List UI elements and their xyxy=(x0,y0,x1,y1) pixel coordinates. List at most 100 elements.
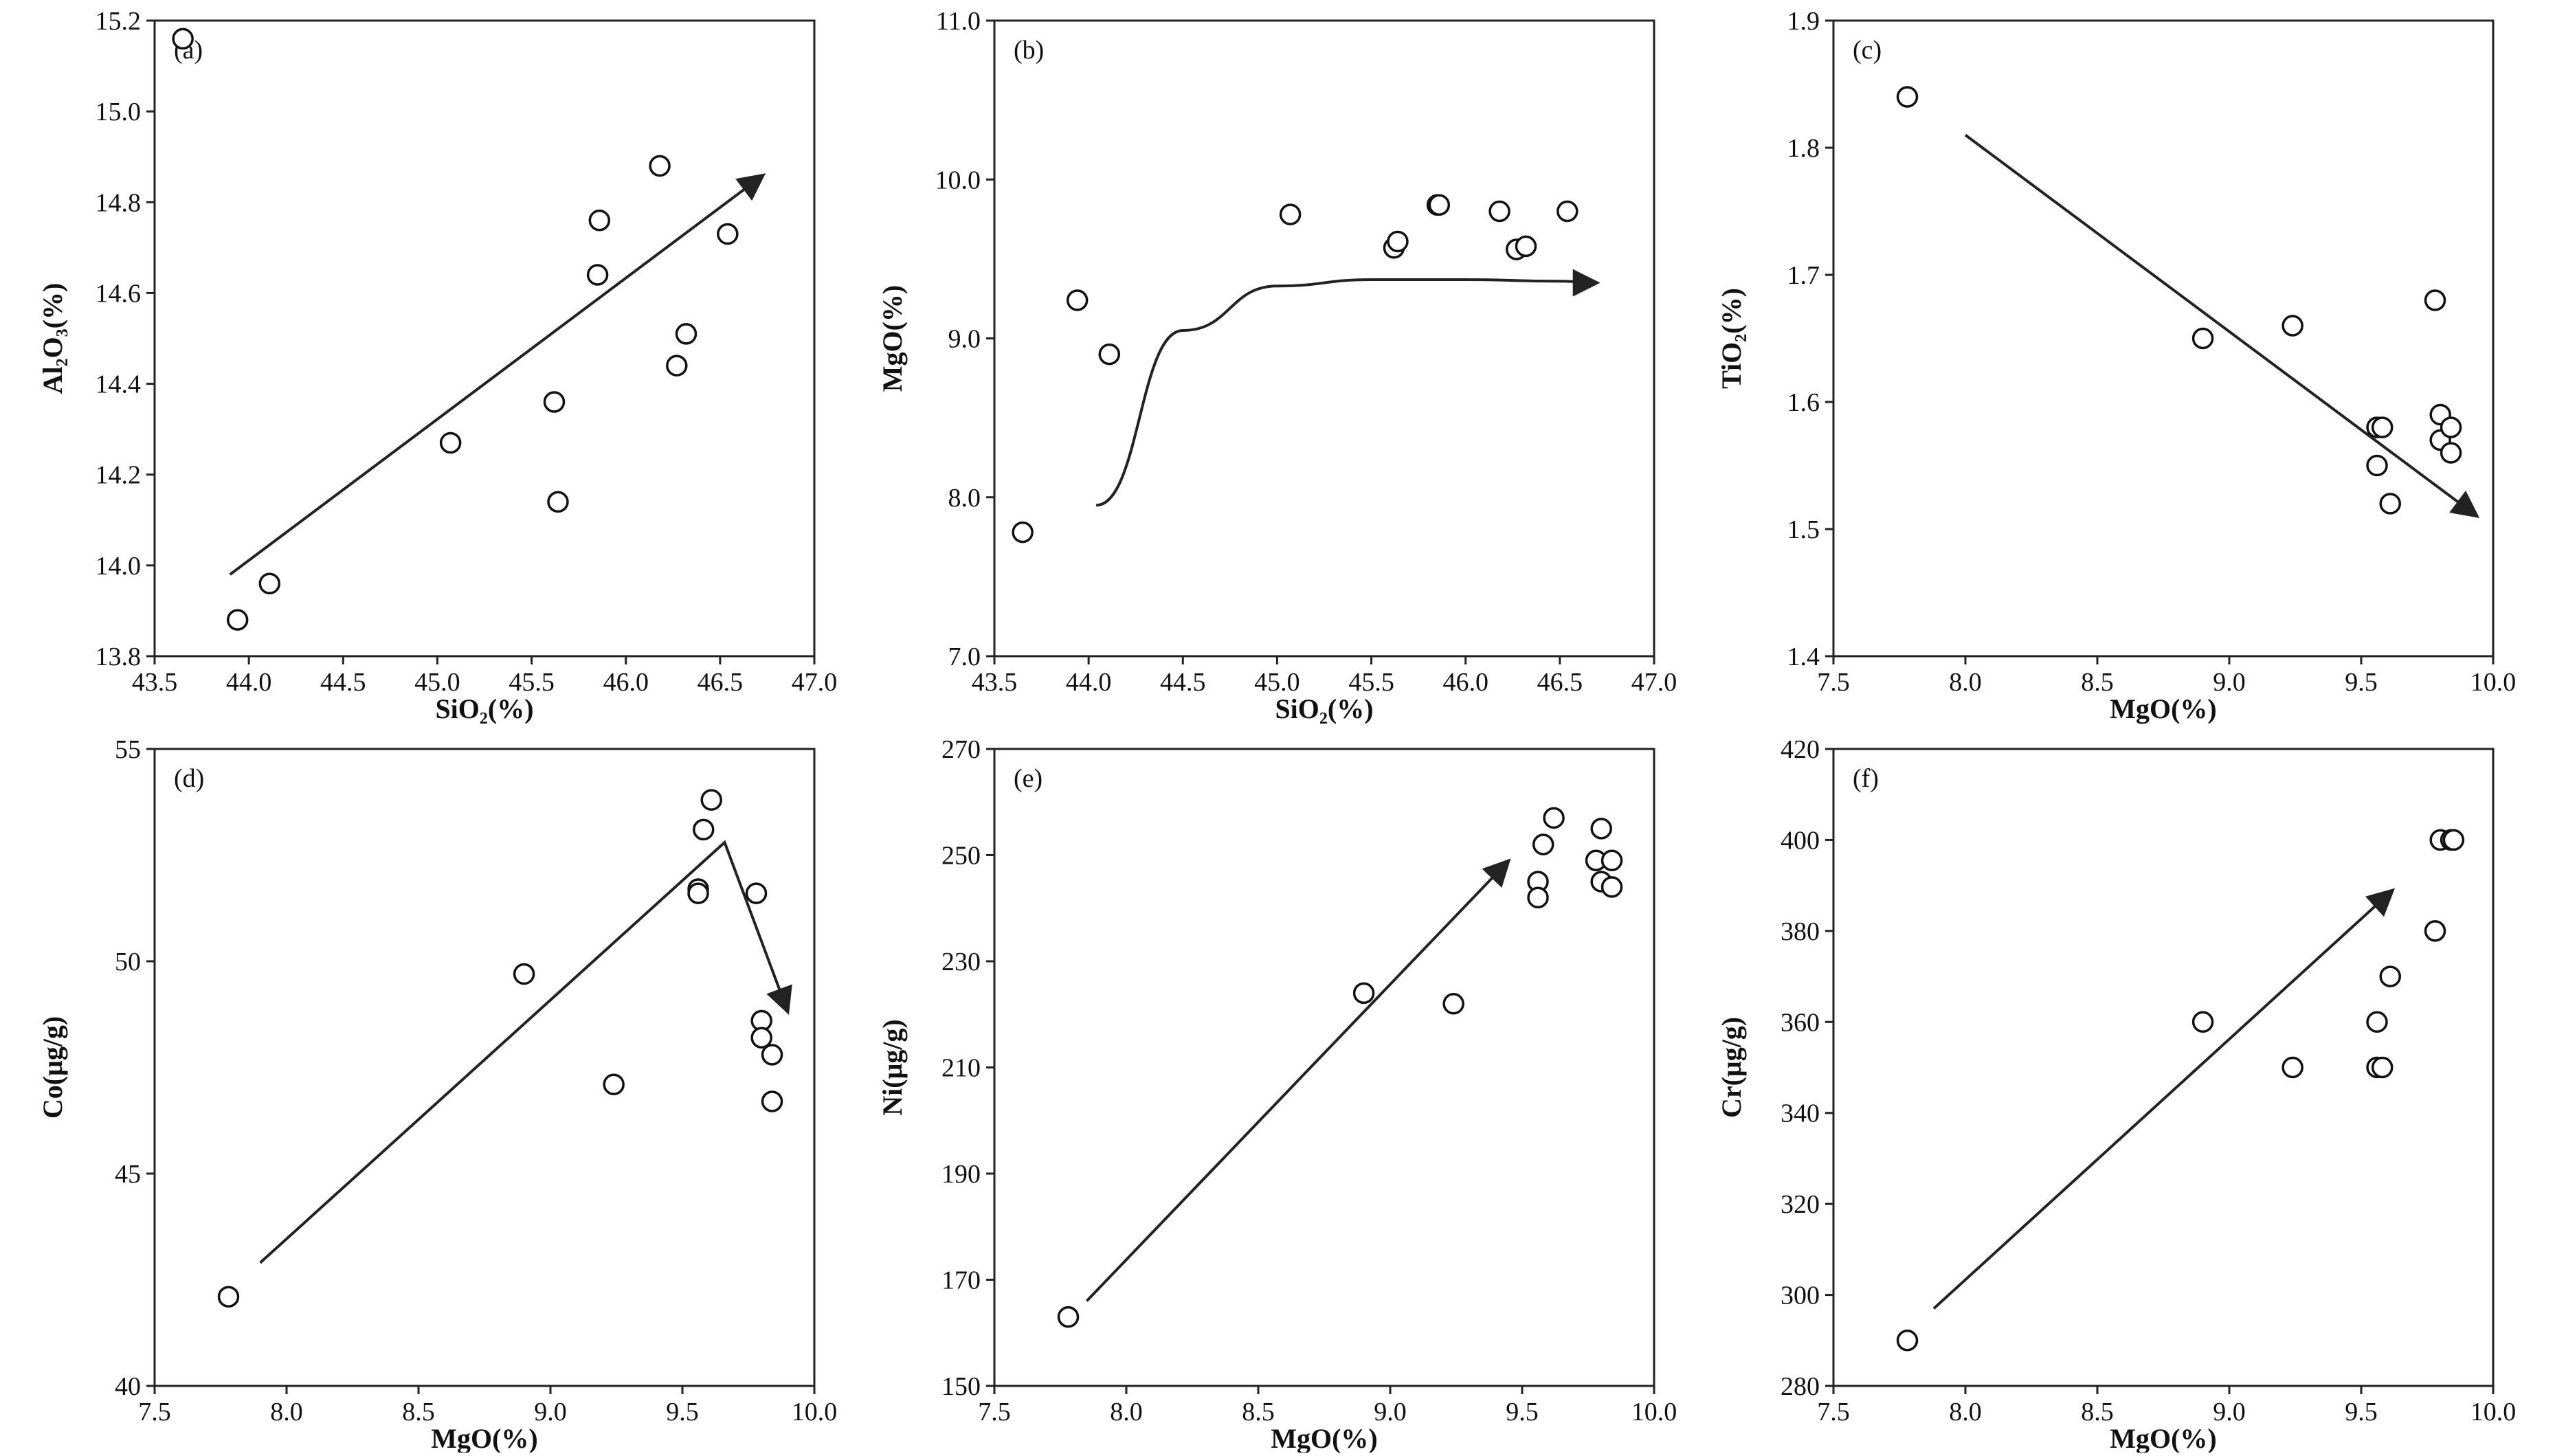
y-tick-label: 250 xyxy=(941,842,981,871)
x-tick-label: 9.0 xyxy=(534,1398,567,1426)
panel-label: (d) xyxy=(174,764,204,793)
data-point xyxy=(2440,442,2462,464)
x-axis-title: MgO(%) xyxy=(1271,1423,1378,1453)
y-tick-label: 400 xyxy=(1781,826,1820,855)
y-tick-label: 1.6 xyxy=(1787,388,1820,417)
x-tick-label: 9.0 xyxy=(2213,1398,2246,1426)
y-tick-label: 13.8 xyxy=(96,642,142,671)
data-point xyxy=(1098,343,1121,366)
data-point xyxy=(1387,230,1409,253)
x-tick-label: 8.0 xyxy=(1949,668,1982,697)
y-tick-label: 14.2 xyxy=(96,461,142,490)
data-point xyxy=(603,1073,625,1095)
panel-label: (b) xyxy=(1014,36,1044,65)
x-tick-label: 7.5 xyxy=(1817,1398,1850,1426)
data-point xyxy=(1543,807,1565,829)
data-point xyxy=(172,27,194,50)
y-tick-label: 230 xyxy=(941,948,981,976)
chart-panel-3: 7.5 8.0 8.5 9.0 9.5 10.0 1.4 1.5 1.6 1.7 1.8 1.9 MgO… xyxy=(1716,7,2516,724)
y-tick-label: 15.0 xyxy=(96,98,142,126)
x-tick-label: 9.0 xyxy=(1374,1398,1407,1426)
data-point xyxy=(2371,1056,2394,1079)
data-point xyxy=(1896,86,1919,108)
data-point xyxy=(226,609,249,631)
y-tick-label: 10.0 xyxy=(935,166,981,194)
y-tick-label: 9.0 xyxy=(948,325,981,354)
data-point xyxy=(1428,194,1451,216)
trend-arrow xyxy=(259,840,792,1264)
x-tick-label: 7.5 xyxy=(138,1398,171,1426)
x-axis-title: MgO(%) xyxy=(2110,1423,2217,1453)
y-tick-label: 420 xyxy=(1781,735,1820,764)
data-point xyxy=(1600,876,1623,898)
y-tick-label: 40 xyxy=(115,1372,141,1401)
plot-frame xyxy=(1832,19,2495,658)
x-tick-label: 43.5 xyxy=(972,668,1018,697)
data-point xyxy=(547,491,569,513)
y-tick-label: 14.6 xyxy=(96,279,142,308)
chart-panel-2: 43.5 44.0 44.5 45.0 45.5 46.0 46.5 47.0 7.0 8.0 9.… xyxy=(877,7,1677,724)
x-tick-label: 47.0 xyxy=(1631,668,1677,697)
y-tick-label: 320 xyxy=(1781,1190,1820,1219)
y-tick-label: 190 xyxy=(941,1160,981,1189)
panel-label: (f) xyxy=(1853,764,1879,793)
data-point xyxy=(1057,1306,1080,1328)
y-tick-label: 50 xyxy=(115,948,141,976)
data-point xyxy=(2191,327,2214,350)
x-tick-label: 46.5 xyxy=(698,668,744,697)
y-tick-label: 11.0 xyxy=(936,7,981,36)
y-tick-label: 7.0 xyxy=(948,642,981,671)
y-tick-label: 15.2 xyxy=(96,7,142,36)
data-point xyxy=(761,1044,783,1066)
x-tick-label: 8.0 xyxy=(1949,1398,1982,1426)
y-tick-label: 170 xyxy=(941,1266,981,1295)
data-point xyxy=(258,572,281,595)
x-tick-label: 9.5 xyxy=(2345,668,2378,697)
y-tick-label: 270 xyxy=(941,735,981,764)
data-point xyxy=(745,882,768,904)
data-point xyxy=(217,1286,240,1308)
panel-label: (c) xyxy=(1853,36,1882,65)
data-point xyxy=(1442,993,1464,1015)
x-tick-label: 9.5 xyxy=(666,1398,699,1426)
data-point xyxy=(649,155,671,177)
y-axis-title: Al₂O₃(%) xyxy=(37,283,68,394)
data-point xyxy=(513,963,535,985)
data-point xyxy=(750,1027,772,1049)
y-tick-label: 14.8 xyxy=(96,188,142,217)
data-point xyxy=(761,1090,783,1112)
x-tick-label: 46.0 xyxy=(603,668,649,697)
y-tick-label: 14.4 xyxy=(96,370,142,399)
x-tick-label: 45.0 xyxy=(414,668,460,697)
chart-panel-1: 43.5 44.0 44.5 45.0 45.5 46.0 46.5 47.0 13.8 14.0… xyxy=(37,7,837,724)
y-tick-label: 210 xyxy=(941,1054,981,1083)
y-tick-label: 280 xyxy=(1781,1372,1820,1401)
y-tick-label: 380 xyxy=(1781,917,1820,946)
data-point xyxy=(2424,920,2446,942)
data-point xyxy=(1590,818,1612,840)
x-tick-label: 44.0 xyxy=(1066,668,1112,697)
data-point xyxy=(1012,521,1034,544)
y-tick-label: 1.4 xyxy=(1787,642,1820,671)
x-tick-label: 7.5 xyxy=(1817,668,1850,697)
data-point xyxy=(717,223,739,245)
y-axis-title: TiO₂(%) xyxy=(1716,288,1747,389)
data-point xyxy=(675,323,698,345)
y-tick-label: 1.9 xyxy=(1787,7,1820,36)
y-axis-title: Co(μg/g) xyxy=(37,1016,68,1119)
y-axis-title: Ni(μg/g) xyxy=(877,1019,908,1115)
y-tick-label: 55 xyxy=(115,735,141,764)
trend-arrow xyxy=(1932,888,2396,1310)
x-tick-label: 47.0 xyxy=(792,668,838,697)
chart-panel-6: 7.5 8.0 8.5 9.0 9.5 10.0 280 300 320 340 360 380 400… xyxy=(1716,735,2516,1454)
data-point xyxy=(439,432,462,454)
data-point xyxy=(1352,982,1375,1005)
x-tick-label: 10.0 xyxy=(1631,1398,1677,1426)
trend-arrow xyxy=(1964,133,2480,518)
panel-label: (e) xyxy=(1014,764,1042,793)
x-tick-label: 46.5 xyxy=(1537,668,1583,697)
x-tick-label: 9.5 xyxy=(1506,1398,1539,1426)
x-tick-label: 45.0 xyxy=(1254,668,1300,697)
